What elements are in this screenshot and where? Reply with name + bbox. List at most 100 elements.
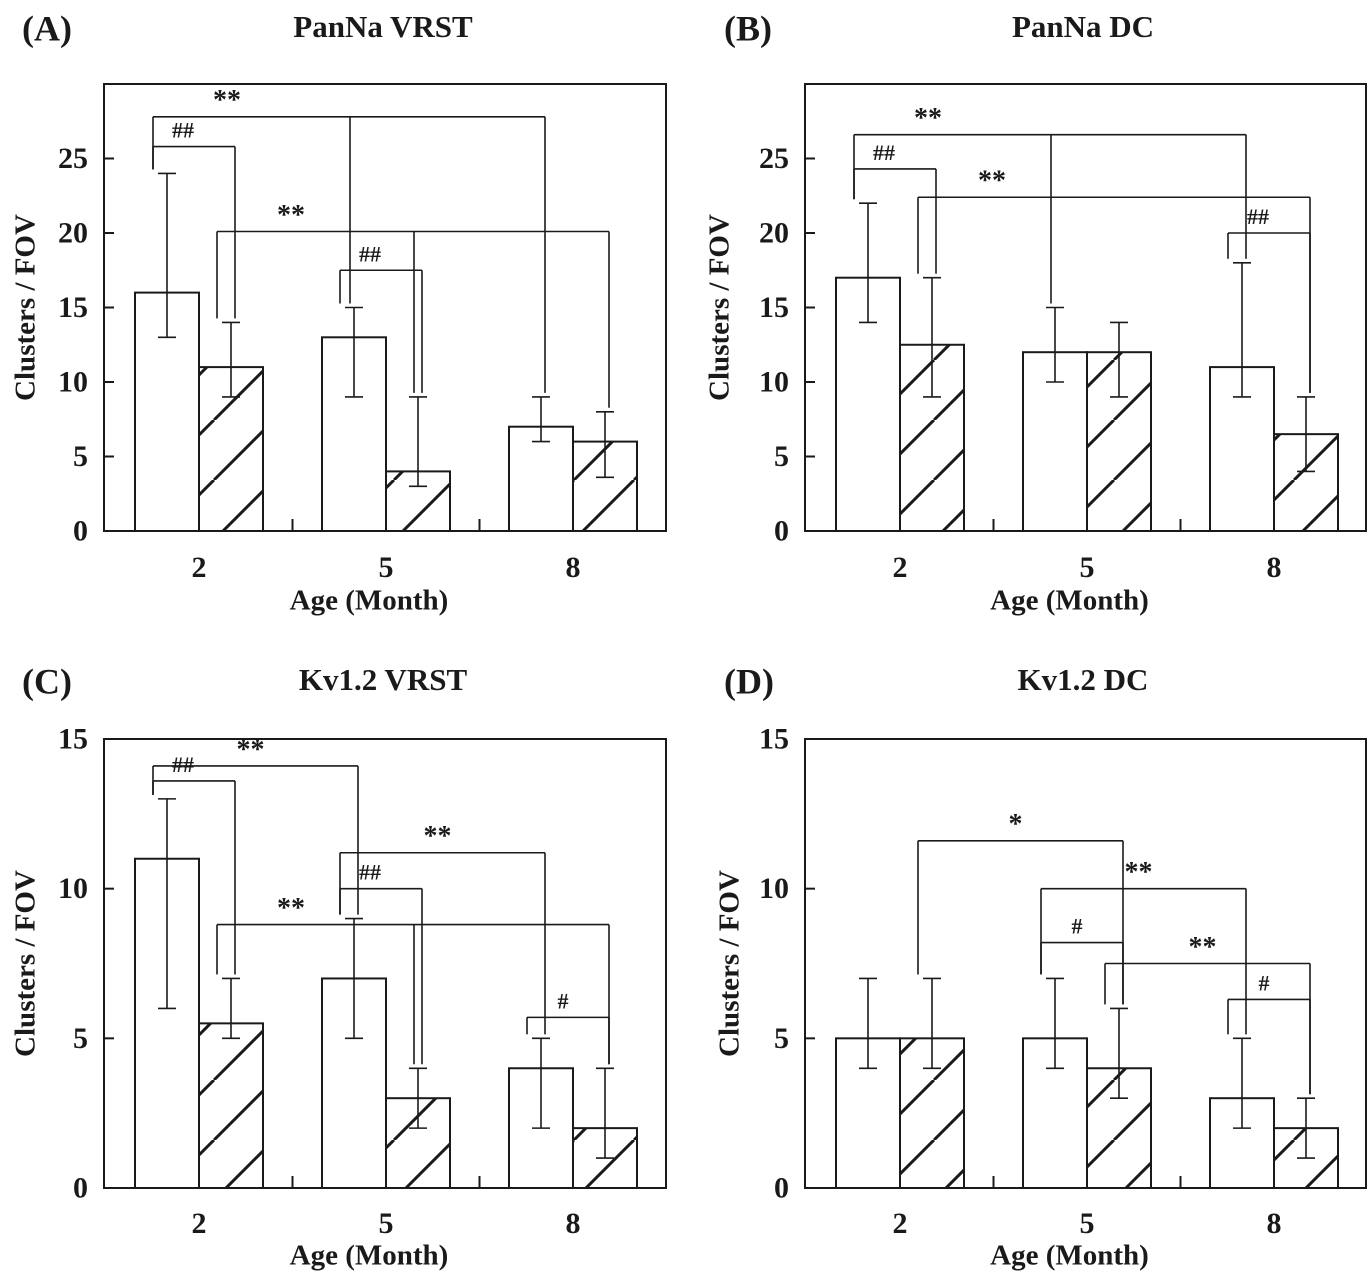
significance-label: #: [1259, 970, 1270, 995]
y-tick-label: 15: [759, 291, 789, 324]
panel-label: (D): [724, 661, 774, 701]
significance-bracket: #: [1227, 970, 1311, 1095]
significance-bracket: **: [216, 893, 610, 1065]
y-tick-label: 15: [58, 291, 88, 324]
y-axis-label: Clusters / FOV: [704, 214, 736, 401]
significance-bracket: ##: [339, 860, 423, 1065]
y-tick-label: 15: [759, 723, 789, 756]
y-axis-label: Clusters / FOV: [10, 214, 42, 401]
significance-label: **: [237, 734, 265, 765]
y-tick-label: 5: [774, 1022, 789, 1055]
significance-bracket: **: [152, 85, 546, 393]
error-bar: [345, 917, 363, 1040]
significance-label: **: [978, 166, 1006, 197]
significance-label: **: [1189, 932, 1217, 963]
y-tick-label: 20: [58, 217, 88, 250]
significance-bracket: ##: [339, 241, 423, 393]
error-bar: [1233, 1037, 1251, 1129]
significance-label: ##: [359, 241, 381, 266]
error-bar: [532, 1037, 550, 1129]
chart-title: Kv1.2 VRST: [299, 662, 468, 697]
significance-label: #: [558, 988, 569, 1013]
significance-label: **: [277, 893, 305, 924]
error-bar: [923, 276, 941, 398]
significance-label: *: [1009, 809, 1023, 840]
error-bar: [1046, 977, 1064, 1070]
x-axis-label: Age (Month): [990, 1240, 1149, 1272]
significance-bracket: *: [917, 809, 1124, 1005]
chart-panel: (C) Kv1.2 VRST 0 5 10 15 2 5 8 Age (Month) Cluster…: [10, 661, 667, 1272]
y-tick-label: 10: [58, 872, 88, 905]
significance-bracket: #: [526, 988, 610, 1065]
error-bar: [859, 202, 877, 324]
y-tick-label: 10: [58, 366, 88, 399]
x-tick-label: 5: [379, 551, 394, 584]
x-axis-label: Age (Month): [990, 585, 1149, 617]
y-axis-label: Clusters / FOV: [10, 870, 42, 1057]
error-bar: [1233, 261, 1251, 398]
y-tick-label: 5: [774, 440, 789, 473]
x-tick-label: 5: [1080, 1207, 1095, 1240]
x-tick-label: 8: [566, 1207, 581, 1240]
x-tick-label: 5: [379, 1207, 394, 1240]
x-tick-label: 8: [566, 551, 581, 584]
panel-label: (B): [724, 8, 772, 48]
error-bar: [1110, 1007, 1128, 1099]
y-tick-label: 25: [58, 142, 88, 175]
panel-label: (C): [22, 661, 72, 701]
significance-label: **: [424, 821, 452, 852]
panel-label: (A): [22, 8, 72, 48]
y-tick-label: 10: [759, 872, 789, 905]
error-bar: [596, 1067, 614, 1159]
error-bar: [222, 977, 240, 1040]
x-tick-label: 2: [192, 1207, 207, 1240]
y-tick-label: 20: [759, 217, 789, 250]
significance-bracket: **: [853, 103, 1247, 304]
chart-title: PanNa VRST: [293, 9, 473, 44]
significance-bracket: **: [339, 821, 546, 1035]
significance-bracket: ##: [152, 118, 236, 319]
significance-label: #: [1072, 914, 1083, 939]
error-bar: [409, 1067, 427, 1129]
y-tick-label: 5: [73, 1022, 88, 1055]
chart-panel: (D) Kv1.2 DC 0 5 10 15 2 5 8 Age (Month) Clusters …: [714, 661, 1367, 1272]
significance-bracket: ##: [853, 140, 937, 274]
x-tick-label: 8: [1267, 551, 1282, 584]
bar-open: [508, 425, 574, 533]
significance-label: ##: [873, 140, 895, 165]
y-tick-label: 10: [759, 366, 789, 399]
significance-bracket: ##: [1227, 204, 1311, 393]
error-bar: [345, 306, 363, 398]
significance-bracket: **: [216, 200, 610, 408]
error-bar: [532, 396, 550, 443]
x-tick-label: 5: [1080, 551, 1095, 584]
significance-label: ##: [172, 118, 194, 143]
chart-title: PanNa DC: [1012, 9, 1154, 44]
error-bar: [1297, 396, 1315, 473]
x-tick-label: 8: [1267, 1207, 1282, 1240]
x-tick-label: 2: [192, 551, 207, 584]
significance-bracket: ##: [152, 752, 236, 975]
error-bar: [859, 977, 877, 1070]
y-tick-label: 15: [58, 723, 88, 756]
x-tick-label: 2: [893, 1207, 908, 1240]
error-bar: [1297, 1097, 1315, 1159]
error-bar: [222, 321, 240, 398]
error-bar: [409, 396, 427, 488]
y-tick-label: 25: [759, 142, 789, 175]
chart-title: Kv1.2 DC: [1018, 662, 1149, 697]
error-bar: [1046, 306, 1064, 383]
significance-label: **: [1125, 857, 1153, 888]
significance-label: **: [213, 85, 241, 116]
y-axis-label: Clusters / FOV: [714, 870, 746, 1057]
error-bar: [1110, 321, 1128, 398]
significance-label: ##: [359, 860, 381, 885]
y-tick-label: 0: [73, 515, 88, 548]
y-tick-label: 0: [73, 1172, 88, 1205]
significance-bracket: #: [1040, 914, 1124, 1005]
significance-label: ##: [172, 752, 194, 777]
error-bar: [158, 172, 176, 339]
error-bar: [596, 410, 614, 479]
significance-label: ##: [1247, 204, 1269, 229]
